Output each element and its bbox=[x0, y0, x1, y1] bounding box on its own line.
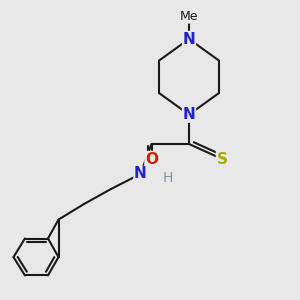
Text: H: H bbox=[163, 172, 173, 185]
Text: O: O bbox=[145, 152, 158, 166]
Text: N: N bbox=[183, 32, 195, 46]
Text: N: N bbox=[183, 107, 195, 122]
Text: N: N bbox=[134, 167, 147, 182]
Text: Me: Me bbox=[180, 10, 198, 23]
Text: S: S bbox=[217, 152, 227, 166]
Text: H: H bbox=[162, 172, 174, 185]
